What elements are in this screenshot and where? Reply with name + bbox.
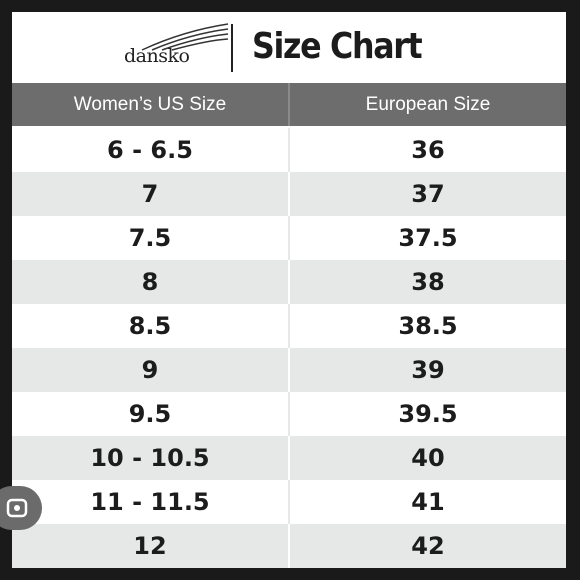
eu-size: 39 xyxy=(411,356,445,384)
column-divider xyxy=(288,128,290,172)
divider xyxy=(231,24,233,72)
us-size: 6 - 6.5 xyxy=(107,136,193,164)
column-header: European Size xyxy=(365,94,491,115)
us-size: 11 - 11.5 xyxy=(90,488,210,516)
size-chart-card: dansko Size Chart Women’s US Size Europe… xyxy=(12,12,566,568)
brand: dansko xyxy=(124,45,190,67)
eu-size: 42 xyxy=(411,532,445,560)
eu-size: 37.5 xyxy=(398,224,458,252)
logo-wing xyxy=(141,23,229,51)
us-size: 7.5 xyxy=(128,224,172,252)
column-divider xyxy=(288,480,290,524)
column-divider xyxy=(288,260,290,304)
table-row: 10 - 10.5 40 xyxy=(12,436,566,480)
column-divider xyxy=(288,83,290,126)
column-divider xyxy=(288,348,290,392)
table-row: 7.5 37.5 xyxy=(12,216,566,260)
table-header: Women’s US Size European Size xyxy=(12,83,566,126)
column-header: Women’s US Size xyxy=(73,94,227,115)
column-divider xyxy=(288,216,290,260)
eu-size: 39.5 xyxy=(398,400,458,428)
table-row: 9 39 xyxy=(12,348,566,392)
eu-size: 40 xyxy=(411,444,445,472)
eu-size: 41 xyxy=(411,488,445,516)
eu-size: 37 xyxy=(411,180,445,208)
column-divider xyxy=(288,172,290,216)
table-row: 9.5 39.5 xyxy=(12,392,566,436)
lens-button[interactable] xyxy=(0,486,42,530)
header: dansko Size Chart xyxy=(12,12,566,83)
column-divider xyxy=(288,436,290,480)
us-size: 8 xyxy=(141,268,159,296)
eu-size: 38.5 xyxy=(398,312,458,340)
title: Size Chart xyxy=(252,26,423,67)
table-row: 12 42 xyxy=(12,524,566,568)
table-row: 8.5 38.5 xyxy=(12,304,566,348)
table-row: 7 37 xyxy=(12,172,566,216)
us-size: 10 - 10.5 xyxy=(90,444,210,472)
us-size: 12 xyxy=(133,532,167,560)
column-divider xyxy=(288,392,290,436)
lens-icon xyxy=(6,498,28,518)
us-size: 7 xyxy=(141,180,159,208)
column-divider xyxy=(288,304,290,348)
us-size: 8.5 xyxy=(128,312,172,340)
eu-size: 36 xyxy=(411,136,445,164)
us-size: 9.5 xyxy=(128,400,172,428)
us-size: 9 xyxy=(141,356,159,384)
eu-size: 38 xyxy=(411,268,445,296)
column-divider xyxy=(288,524,290,568)
table-row: 11 - 11.5 41 xyxy=(12,480,566,524)
table-row: 8 38 xyxy=(12,260,566,304)
table-row: 6 - 6.5 36 xyxy=(12,128,566,172)
